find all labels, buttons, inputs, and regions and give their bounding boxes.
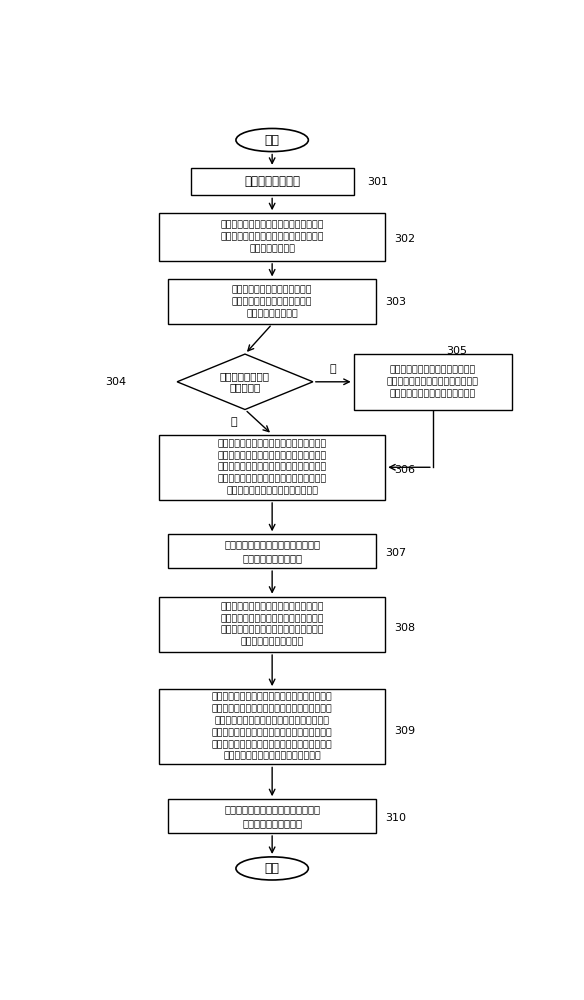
Text: 304: 304 [106, 377, 127, 387]
Text: 结束: 结束 [265, 862, 280, 875]
Ellipse shape [236, 857, 308, 880]
Text: 308: 308 [394, 623, 415, 633]
FancyBboxPatch shape [159, 689, 385, 764]
FancyBboxPatch shape [168, 799, 376, 833]
Text: 306: 306 [394, 465, 415, 475]
Polygon shape [177, 354, 313, 410]
Text: 开始: 开始 [265, 134, 280, 147]
Text: 否: 否 [330, 364, 336, 374]
Text: 是: 是 [230, 417, 237, 427]
Text: 从参考数据文件加载参考数据，同
时，显示单元根据所该参考数据生成
相应的参考数据迹线图与数据表格: 从参考数据文件加载参考数据，同 时，显示单元根据所该参考数据生成 相应的参考数据… [387, 365, 479, 398]
Text: 在光路设置菜单中选择合适的节点设置方
式，针对所选方式设置网络节点，以完成
参考数据与被测多级无源光网络的匹配关
系，并生成该网络拓扑图: 在光路设置菜单中选择合适的节点设置方 式，针对所选方式设置网络节点，以完成 参考… [220, 602, 324, 647]
FancyBboxPatch shape [159, 213, 385, 261]
Text: 首次测量，在模式选框中选择参考模式，点
击运行按钮，开始测量参考数据。完毕后，
自动保存参考数据到外部数据库的参考数据
文件。同时，显示单元根据所测参考数据生
: 首次测量，在模式选框中选择参考模式，点 击运行按钮，开始测量参考数据。完毕后， … [217, 439, 327, 495]
Text: 是否需要重新测量
参考数据？: 是否需要重新测量 参考数据？ [220, 371, 270, 393]
Text: 如本次测量需要使用新的测量参数或网络
参数，用户打开参数配置对话框，进入相
应页面做参数修改: 如本次测量需要使用新的测量参数或网络 参数，用户打开参数配置对话框，进入相 应页… [220, 221, 324, 253]
Text: 302: 302 [394, 234, 415, 244]
FancyBboxPatch shape [159, 597, 385, 652]
Ellipse shape [236, 128, 308, 152]
FancyBboxPatch shape [354, 354, 512, 410]
Text: 301: 301 [367, 177, 388, 187]
Text: 进入光开关选择菜单，选择一路
光开关，准备对与之连接的多级
无源光网络进行测量: 进入光开关选择菜单，选择一路 光开关，准备对与之连接的多级 无源光网络进行测量 [232, 285, 312, 318]
Text: 用户使用辅助功能对迹线图、拓扑图
进行进一步查看与分析: 用户使用辅助功能对迹线图、拓扑图 进行进一步查看与分析 [224, 540, 320, 563]
Text: 309: 309 [394, 726, 415, 736]
FancyBboxPatch shape [168, 279, 376, 324]
Text: 启动所述监测系统: 启动所述监测系统 [244, 175, 300, 188]
Text: 305: 305 [446, 346, 467, 356]
Text: 310: 310 [385, 813, 406, 823]
FancyBboxPatch shape [190, 168, 354, 195]
Text: 303: 303 [385, 297, 406, 307]
FancyBboxPatch shape [168, 534, 376, 568]
FancyBboxPatch shape [159, 435, 385, 500]
Text: 307: 307 [385, 548, 406, 558]
Text: 在模式菜单中选择测量模式，点击运行按钮，再
次测量完成后自动进入事件分析，经过事件分析
得出结果数据。同时，显示测量结果的提示消
息，在迹线图中添加一条再次测量: 在模式菜单中选择测量模式，点击运行按钮，再 次测量完成后自动进入事件分析，经过事… [212, 693, 332, 761]
Text: 用户使用辅助功能对迹线图、拓扑图
进行进一步查看与分析: 用户使用辅助功能对迹线图、拓扑图 进行进一步查看与分析 [224, 804, 320, 828]
